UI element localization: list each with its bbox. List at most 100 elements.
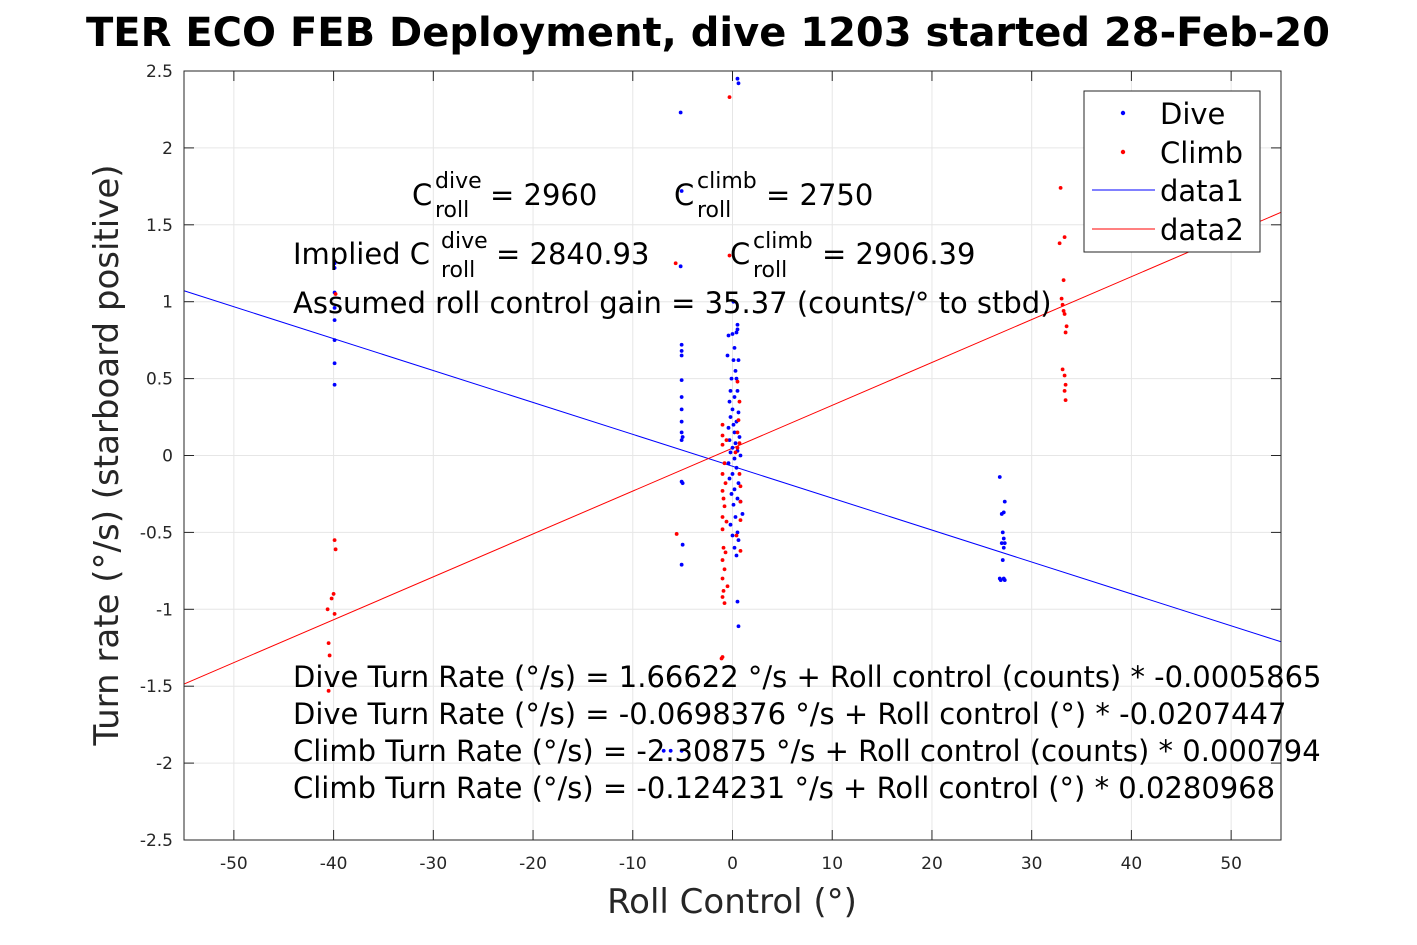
climb-point: [722, 461, 727, 466]
y-tick-label: -1: [156, 600, 173, 620]
climb-point: [332, 612, 337, 616]
x-tick-label: -40: [320, 854, 348, 874]
dive-point: [680, 481, 685, 486]
dive-point: [1000, 558, 1005, 562]
dive-point: [332, 361, 337, 366]
legend-label-data1: data1: [1160, 174, 1244, 208]
x-tick-label: -50: [220, 854, 248, 874]
climb-point: [1062, 389, 1067, 393]
climb-point: [1062, 373, 1067, 378]
climb-point: [673, 261, 678, 266]
dive-point: [679, 353, 684, 358]
climb-point: [738, 548, 743, 553]
annotation-implied-c-climb: C: [730, 237, 750, 271]
y-tick-label: -2.5: [140, 831, 173, 851]
dive-point: [679, 419, 684, 424]
annotation-c-climb: C: [674, 178, 694, 212]
climb-point: [1062, 235, 1067, 240]
annotation-implied-climb-sub: roll: [753, 258, 787, 283]
annotation-equation-1: Dive Turn Rate (°/s) = 1.66622 °/s + Rol…: [293, 660, 1321, 694]
annotation-implied-dive-sup: dive: [441, 229, 488, 254]
climb-point: [329, 596, 334, 601]
dive-point: [736, 81, 741, 86]
climb-point: [721, 588, 726, 593]
climb-point: [724, 438, 729, 443]
dive-point: [728, 450, 733, 455]
climb-point: [333, 547, 338, 552]
climb-point: [720, 488, 725, 493]
x-tick-label: 30: [1021, 854, 1043, 874]
dive-point: [727, 476, 732, 481]
dive-point: [734, 553, 739, 558]
climb-point: [719, 656, 724, 661]
dive-point: [332, 261, 337, 266]
climb-point: [1063, 382, 1068, 387]
x-tick-label: -10: [619, 854, 647, 874]
dive-point: [730, 472, 735, 476]
climb-point: [723, 550, 728, 555]
dive-point: [735, 327, 740, 332]
annotation-implied-prefix: Implied C: [293, 237, 430, 271]
climb-point: [331, 592, 336, 596]
y-tick-label: -1.5: [140, 677, 173, 697]
annotation-implied-dive-sub: roll: [441, 258, 475, 283]
climb-point: [737, 441, 742, 446]
dive-point: [733, 441, 738, 446]
dive-point: [730, 445, 735, 450]
x-tick-label: -30: [419, 854, 447, 874]
climb-point: [735, 379, 740, 384]
dive-point: [736, 481, 741, 486]
climb-point: [1061, 278, 1066, 283]
dive-point: [737, 435, 742, 439]
dive-point: [728, 415, 733, 419]
climb-point: [332, 538, 337, 542]
x-tick-label: 0: [727, 854, 738, 874]
dive-point: [728, 389, 733, 393]
dive-point: [668, 748, 673, 753]
climb-point: [720, 433, 725, 438]
chart-title: TER ECO FEB Deployment, dive 1203 starte…: [86, 10, 1330, 56]
dive-point: [738, 453, 743, 458]
climb-point: [720, 472, 725, 476]
dive-point: [734, 330, 739, 335]
dive-point: [661, 748, 666, 753]
dive-point: [1001, 576, 1006, 581]
climb-point: [720, 527, 725, 532]
dive-point: [731, 358, 736, 363]
dive-point: [680, 542, 685, 547]
dive-point: [1002, 499, 1007, 504]
dive-point: [679, 430, 684, 435]
climb-point: [1063, 330, 1068, 335]
dive-point: [678, 110, 683, 115]
dive-point: [997, 475, 1002, 479]
dive-point: [735, 76, 740, 81]
dive-point: [740, 512, 745, 516]
y-axis-label: Turn rate (°/s) (starboard positive): [87, 164, 127, 746]
annotation-implied-dive-value: = 2840.93: [496, 237, 649, 271]
y-tick-label: -2: [156, 754, 173, 774]
dive-point: [680, 435, 685, 439]
climb-point: [1058, 185, 1063, 190]
climb-point: [721, 545, 726, 550]
legend-box: [1083, 90, 1261, 253]
annotation-c-climb-sup: climb: [697, 169, 757, 194]
dive-point: [732, 345, 737, 350]
climb-point: [720, 515, 725, 519]
x-tick-label: 20: [921, 854, 943, 874]
dive-point: [731, 502, 736, 507]
climb-point: [326, 688, 331, 693]
climb-point: [733, 450, 738, 455]
dive-point: [727, 399, 732, 404]
data-layer: [183, 76, 1282, 753]
climb-point: [738, 499, 743, 504]
climb-point: [722, 504, 727, 509]
y-tick-label: 0: [162, 447, 173, 467]
annotation-c-dive: C: [412, 178, 432, 212]
legend-label-climb: Climb: [1160, 136, 1243, 170]
climb-point: [1060, 367, 1065, 372]
climb-point: [327, 653, 332, 658]
legend-label-data2: data2: [1160, 213, 1244, 247]
climb-point: [720, 558, 725, 562]
annotation-implied-climb-value: = 2906.39: [822, 237, 975, 271]
